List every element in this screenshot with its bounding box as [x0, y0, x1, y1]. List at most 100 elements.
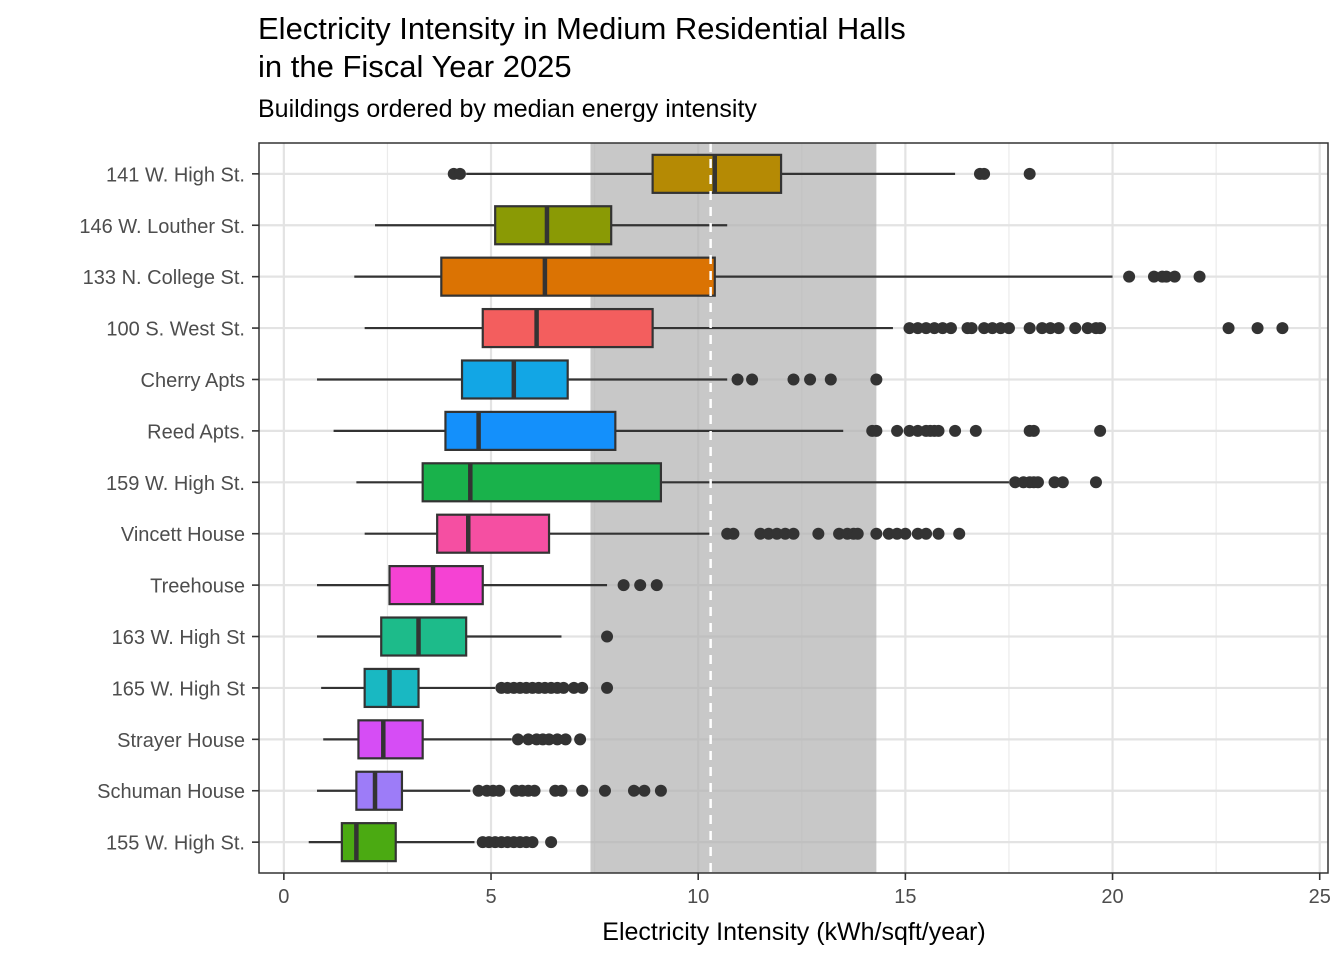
y-tick-label: 146 W. Louther St.: [79, 216, 245, 238]
outlier-point: [627, 784, 640, 797]
box-body: [444, 410, 617, 451]
outlier-point: [779, 527, 792, 540]
x-tick-label: 20: [1101, 886, 1123, 908]
outlier-point: [567, 681, 580, 694]
outlier-point: [545, 836, 558, 849]
outlier-point: [969, 424, 982, 437]
outlier-point: [770, 527, 783, 540]
outlier-point: [543, 733, 556, 746]
outlier-point: [870, 527, 883, 540]
outlier-point: [576, 784, 589, 797]
box-body: [436, 513, 551, 554]
box-165-w-high-st: [321, 667, 614, 709]
outlier-point: [1023, 167, 1036, 180]
outlier-point: [727, 527, 740, 540]
outlier-point: [920, 527, 933, 540]
outlier-point: [1222, 322, 1235, 335]
outlier-point: [1147, 270, 1160, 283]
plot-frame: [258, 142, 1329, 874]
box-body: [481, 307, 654, 349]
reference-band: [590, 143, 877, 873]
outlier-point: [1056, 476, 1069, 489]
x-tick-label: 0: [278, 886, 289, 908]
box-schuman-house: [317, 770, 667, 811]
outlier-point: [994, 322, 1007, 335]
box-reed-apts: [333, 410, 1107, 451]
outlier-point: [557, 681, 570, 694]
outlier-point: [493, 784, 506, 797]
y-tick-label: 133 N. College St.: [83, 267, 245, 289]
outlier-point: [1276, 322, 1289, 335]
y-tick-label: 100 S. West St.: [106, 319, 245, 341]
outlier-point: [617, 579, 630, 592]
box-body: [388, 565, 484, 606]
outlier-point: [787, 373, 800, 386]
outlier-point: [598, 784, 611, 797]
outlier-point: [833, 527, 846, 540]
outlier-point: [1251, 322, 1264, 335]
y-tick-label: 159 W. High St.: [106, 473, 245, 495]
box-159-w-high-st: [356, 462, 1102, 503]
box-vincett-house: [364, 513, 966, 554]
box-body: [355, 770, 404, 811]
chart-title-line-1: Electricity Intensity in Medium Resident…: [258, 11, 906, 46]
outlier-point: [870, 424, 883, 437]
y-tick-label: 155 W. High St.: [106, 833, 245, 855]
y-tick-label: Treehouse: [150, 576, 245, 598]
panel-border: [258, 142, 1329, 874]
outlier-point: [899, 527, 912, 540]
box-146-w-louther-st: [375, 205, 728, 246]
outlier-point: [1052, 322, 1065, 335]
outlier-point: [1193, 270, 1206, 283]
y-tick-label: 141 W. High St.: [106, 164, 245, 186]
outlier-point: [944, 322, 957, 335]
outlier-point: [978, 167, 991, 180]
outlier-point: [965, 322, 978, 335]
outlier-point: [903, 424, 916, 437]
outlier-point: [920, 322, 933, 335]
outlier-point: [882, 527, 895, 540]
outlier-point: [574, 733, 587, 746]
outlier-point: [555, 784, 568, 797]
outlier-point: [528, 784, 541, 797]
boxes-layer: [308, 153, 1289, 863]
outlier-point: [453, 167, 466, 180]
outlier-point: [1031, 476, 1044, 489]
outlier-point: [1089, 476, 1102, 489]
outlier-point: [1002, 322, 1015, 335]
box-body: [340, 822, 397, 863]
outlier-point: [754, 527, 767, 540]
x-tick-label: 5: [485, 886, 496, 908]
box-133-n-college-st: [354, 256, 1206, 297]
outlier-point: [953, 527, 966, 540]
outlier-point: [986, 322, 999, 335]
outlier-point: [804, 373, 817, 386]
outlier-point: [638, 784, 651, 797]
outlier-point: [1044, 322, 1057, 335]
outlier-point: [746, 373, 759, 386]
outlier-point: [1069, 322, 1082, 335]
outlier-point: [1123, 270, 1136, 283]
outlier-point: [472, 784, 485, 797]
box-body: [380, 616, 468, 657]
box-163-w-high-st: [317, 616, 614, 657]
reference-band-layer: [590, 143, 877, 873]
outlier-point: [1036, 322, 1049, 335]
outlier-point: [928, 322, 941, 335]
chart-title-line-2: in the Fiscal Year 2025: [258, 49, 572, 84]
x-tick-label: 15: [894, 886, 916, 908]
box-strayer-house: [323, 719, 587, 760]
axes-layer: 141 W. High St. 146 W. Louther St. 133 N. …: [79, 164, 1330, 908]
outlier-point: [551, 733, 564, 746]
outlier-point: [634, 579, 647, 592]
outlier-point: [1009, 476, 1022, 489]
outlier-point: [932, 527, 945, 540]
outlier-point: [1081, 322, 1094, 335]
outlier-point: [891, 424, 904, 437]
outlier-point: [932, 424, 945, 437]
x-tick-label: 10: [687, 886, 709, 908]
outlier-point: [812, 527, 825, 540]
outlier-point: [559, 733, 572, 746]
box-body: [494, 205, 613, 246]
